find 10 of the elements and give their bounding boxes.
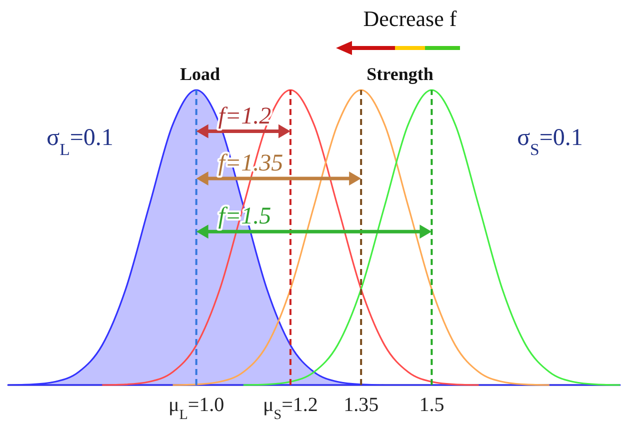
annotation: σ$_{S}$=0.1 [517,125,583,158]
annotation: σ$_{L}$=0.1 [46,125,114,158]
text: Strength [366,64,434,84]
x-tick-label: 1.35 [344,394,379,416]
x-tick-label: μ$_{S}$=1.2 [263,394,318,423]
x-tick-label: 1.5 [419,394,444,416]
annotation: f=1.2 [218,103,272,130]
text: Load [180,64,220,84]
chart-title: Decrease f [363,6,458,31]
x-tick-label: μ$_{L}$=1.0 [168,394,224,423]
